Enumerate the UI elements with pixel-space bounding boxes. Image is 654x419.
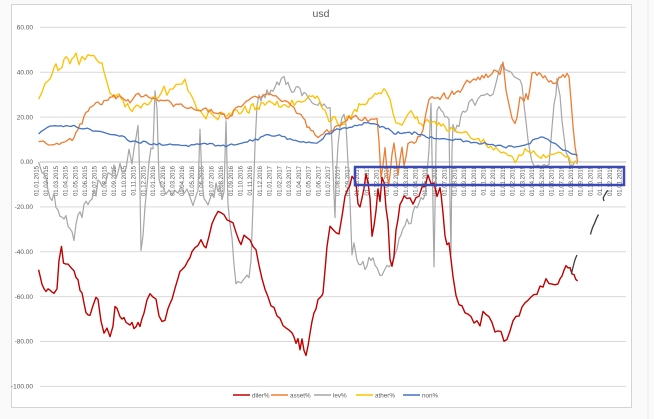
svg-text:01.02.2016: 01.02.2016 bbox=[161, 165, 167, 196]
svg-text:01.09.2016: 01.09.2016 bbox=[229, 165, 235, 196]
svg-text:40.00: 40.00 bbox=[17, 70, 34, 77]
svg-text:ather%: ather% bbox=[375, 392, 395, 399]
svg-text:01.05.2017: 01.05.2017 bbox=[307, 165, 313, 196]
svg-text:01.07.2016: 01.07.2016 bbox=[209, 165, 215, 196]
svg-text:01.10.2017: 01.10.2017 bbox=[355, 165, 361, 196]
svg-text:01.10.2019: 01.10.2019 bbox=[588, 165, 594, 196]
svg-text:-80.00: -80.00 bbox=[15, 339, 34, 346]
svg-text:01.01.2018: 01.01.2018 bbox=[384, 165, 390, 196]
svg-text:01.01.2019: 01.01.2019 bbox=[501, 165, 507, 196]
svg-text:non%: non% bbox=[422, 392, 439, 399]
svg-text:-60.00: -60.00 bbox=[15, 294, 34, 301]
svg-text:01.11.2018: 01.11.2018 bbox=[482, 165, 488, 195]
svg-text:01.11.2016: 01.11.2016 bbox=[248, 165, 254, 195]
svg-text:01.06.2017: 01.06.2017 bbox=[316, 165, 322, 196]
svg-text:-20.00: -20.00 bbox=[15, 204, 34, 211]
svg-text:01.09.2015: 01.09.2015 bbox=[112, 165, 118, 196]
svg-text:01.02.2018: 01.02.2018 bbox=[394, 165, 400, 196]
svg-text:01.04.2018: 01.04.2018 bbox=[414, 165, 420, 196]
svg-text:01.03.2015: 01.03.2015 bbox=[54, 165, 60, 196]
svg-text:01.05.2016: 01.05.2016 bbox=[190, 165, 196, 196]
svg-text:01.08.2015: 01.08.2015 bbox=[102, 165, 108, 196]
svg-text:usd: usd bbox=[313, 8, 330, 20]
svg-text:01.03.2016: 01.03.2016 bbox=[171, 165, 177, 196]
svg-text:01.02.2019: 01.02.2019 bbox=[511, 165, 517, 196]
svg-text:01.07.2018: 01.07.2018 bbox=[443, 165, 449, 196]
svg-text:-40.00: -40.00 bbox=[15, 249, 34, 256]
svg-text:01.08.2018: 01.08.2018 bbox=[452, 165, 458, 196]
svg-text:01.06.2016: 01.06.2016 bbox=[200, 165, 206, 196]
svg-text:asset%: asset% bbox=[290, 392, 311, 399]
svg-text:01.12.2017: 01.12.2017 bbox=[375, 165, 381, 196]
svg-text:01.08.2019: 01.08.2019 bbox=[569, 165, 575, 196]
svg-text:01.09.2019: 01.09.2019 bbox=[579, 165, 585, 196]
svg-text:01.07.2017: 01.07.2017 bbox=[326, 165, 332, 196]
svg-text:01.09.2018: 01.09.2018 bbox=[462, 165, 468, 196]
svg-text:01.10.2018: 01.10.2018 bbox=[472, 165, 478, 196]
svg-text:-100.00: -100.00 bbox=[11, 384, 33, 391]
svg-text:01.10.2016: 01.10.2016 bbox=[239, 165, 245, 196]
svg-text:01.01.2017: 01.01.2017 bbox=[268, 165, 274, 196]
svg-text:01.06.2019: 01.06.2019 bbox=[550, 165, 556, 196]
svg-text:01.08.2016: 01.08.2016 bbox=[219, 165, 225, 196]
svg-text:01.08.2017: 01.08.2017 bbox=[336, 165, 342, 196]
svg-text:0.00: 0.00 bbox=[20, 159, 33, 166]
svg-text:01.01.2016: 01.01.2016 bbox=[151, 165, 157, 196]
svg-text:01.07.2019: 01.07.2019 bbox=[559, 165, 565, 196]
svg-text:01.11.2015: 01.11.2015 bbox=[132, 165, 138, 195]
svg-text:01.01.2020: 01.01.2020 bbox=[618, 165, 624, 196]
svg-text:01.12.2016: 01.12.2016 bbox=[258, 165, 264, 196]
svg-text:01.12.2019: 01.12.2019 bbox=[608, 165, 614, 196]
svg-text:01.04.2015: 01.04.2015 bbox=[64, 165, 70, 196]
svg-text:01.04.2017: 01.04.2017 bbox=[297, 165, 303, 196]
svg-text:01.03.2018: 01.03.2018 bbox=[404, 165, 410, 196]
svg-text:01.03.2017: 01.03.2017 bbox=[287, 165, 293, 196]
svg-text:01.04.2016: 01.04.2016 bbox=[180, 165, 186, 196]
svg-text:01.06.2015: 01.06.2015 bbox=[83, 165, 89, 196]
svg-text:01.11.2019: 01.11.2019 bbox=[598, 165, 604, 195]
svg-text:01.12.2018: 01.12.2018 bbox=[491, 165, 497, 196]
svg-text:60.00: 60.00 bbox=[17, 25, 34, 32]
svg-text:01.07.2015: 01.07.2015 bbox=[93, 165, 99, 196]
svg-text:20.00: 20.00 bbox=[17, 114, 34, 121]
svg-text:01.01.2015: 01.01.2015 bbox=[34, 165, 40, 196]
svg-text:01.02.2017: 01.02.2017 bbox=[277, 165, 283, 196]
svg-text:01.05.2015: 01.05.2015 bbox=[73, 165, 79, 196]
svg-text:01.04.2019: 01.04.2019 bbox=[530, 165, 536, 196]
svg-text:01.05.2019: 01.05.2019 bbox=[540, 165, 546, 196]
svg-text:diler%: diler% bbox=[252, 392, 270, 399]
svg-text:lev%: lev% bbox=[333, 392, 347, 399]
svg-text:01.12.2015: 01.12.2015 bbox=[141, 165, 147, 196]
svg-text:01.10.2015: 01.10.2015 bbox=[122, 165, 128, 196]
svg-text:01.02.2015: 01.02.2015 bbox=[44, 165, 50, 196]
svg-text:01.03.2019: 01.03.2019 bbox=[520, 165, 526, 196]
